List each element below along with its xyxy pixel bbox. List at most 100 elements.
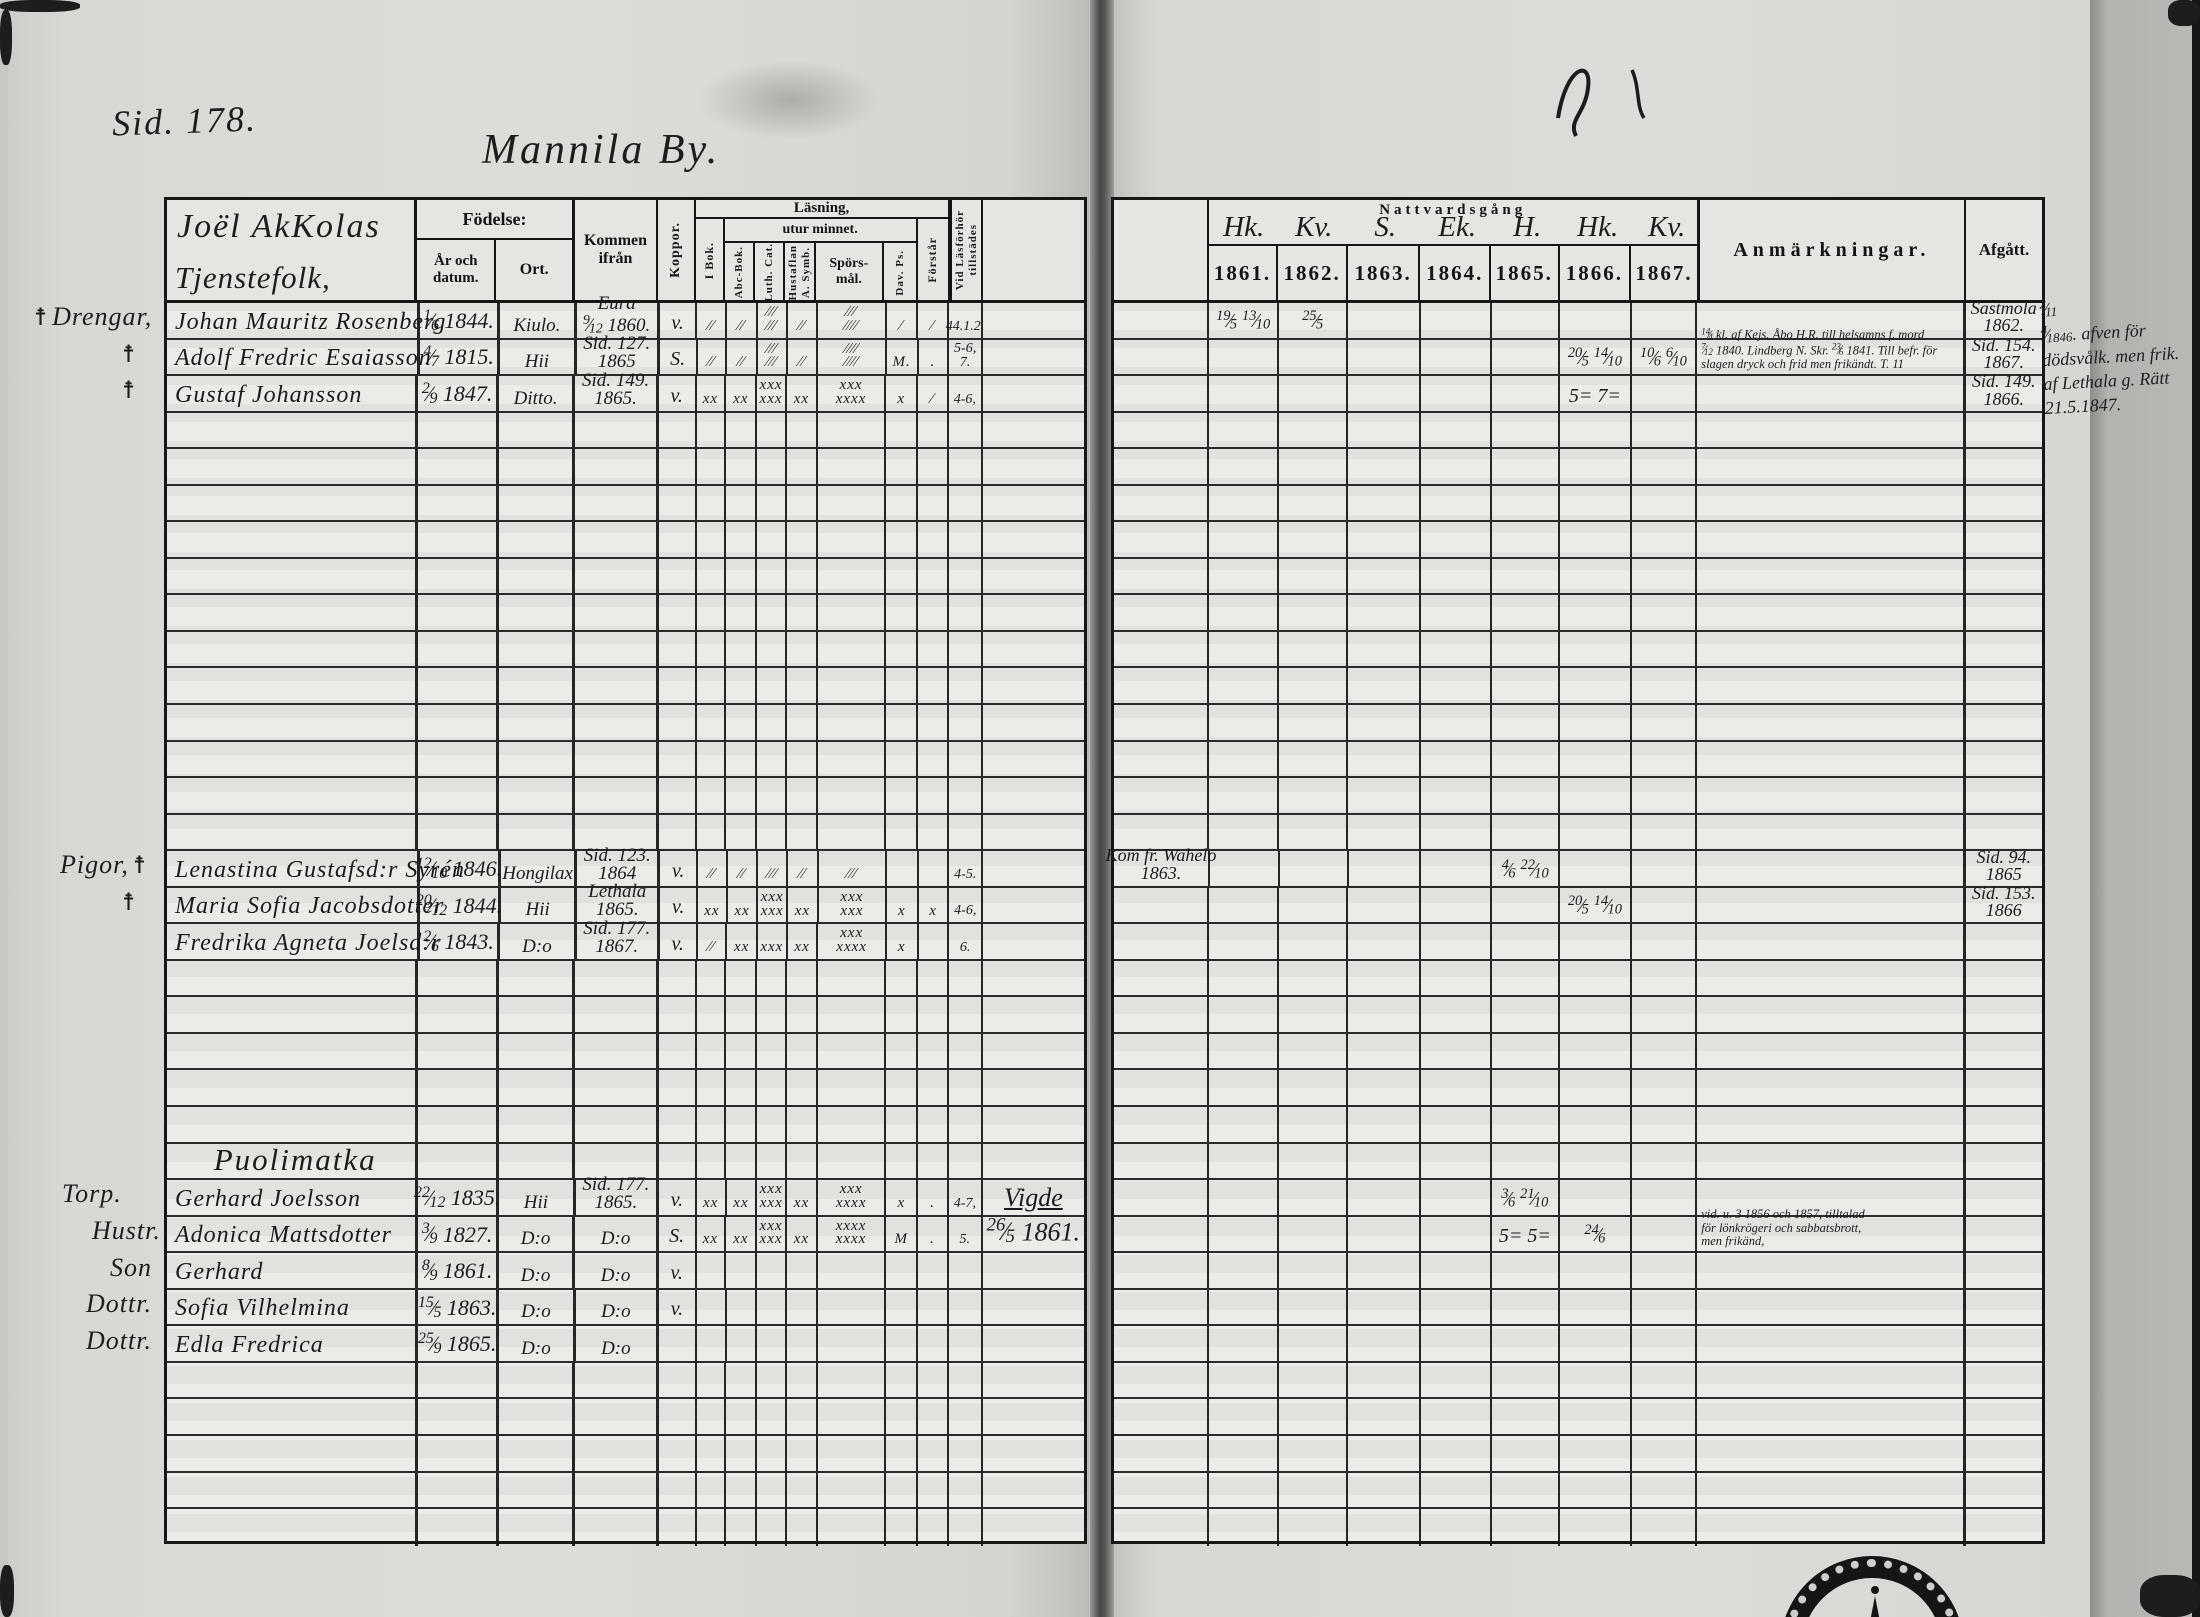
cell-spors	[818, 1033, 887, 1069]
cell-kommen: D:o	[575, 1216, 659, 1252]
scan-artifact	[2168, 0, 2200, 26]
cell-abc	[726, 778, 758, 813]
table-row: Lenastina Gustafsd:r Syrén 12⁄10 1846. Hon…	[167, 846, 1084, 888]
cell-y1865	[1492, 778, 1561, 813]
cell-dav	[886, 1399, 919, 1434]
cell-y1865	[1492, 814, 1561, 850]
cell-afgatt	[1966, 1107, 2042, 1142]
col-header-notes	[1114, 200, 1209, 300]
cell-y1862	[1279, 668, 1349, 704]
cell-dav	[886, 1143, 919, 1179]
cell-ibok: xx	[697, 1216, 727, 1252]
cell-ort	[499, 412, 576, 448]
cell-abc	[726, 558, 758, 594]
cell-name: Adonica Mattsdotter	[167, 1216, 419, 1252]
cell-forstar	[918, 1362, 949, 1398]
cell-koppor	[659, 485, 697, 521]
cell-vid: 4-5.	[949, 851, 984, 886]
cell-anm	[1697, 851, 1966, 886]
cell-spors	[818, 1509, 887, 1546]
table-row	[167, 558, 1084, 596]
right-table-body: 19⁄5 13⁄10 25⁄5 Sastmola 1862. 20⁄5 14⁄10 10⁄…	[1106, 299, 2042, 1546]
cell-anm	[1697, 924, 1966, 959]
cell-ort	[499, 1435, 576, 1471]
cell-y1862	[1279, 522, 1349, 557]
cell-koppor	[659, 558, 697, 594]
cell-y1866	[1560, 1070, 1632, 1106]
cell-y1863	[1348, 303, 1421, 338]
cell-c0	[1114, 1435, 1210, 1471]
cell-forstar	[918, 814, 949, 850]
cell-ibok	[697, 522, 727, 557]
cell-name	[167, 741, 419, 777]
cell-name	[167, 631, 419, 667]
cell-kommen: Eura 9⁄12 1860.	[577, 294, 660, 338]
cell-asymb	[787, 1107, 818, 1142]
cell-y1866	[1560, 1253, 1632, 1288]
cell-last: 26⁄5 1861.	[986, 1214, 1081, 1248]
cell-y1862	[1279, 814, 1349, 850]
cell-anm	[1697, 558, 1966, 594]
cell-y1865	[1492, 1326, 1561, 1361]
cell-ort	[499, 705, 576, 740]
cell-ibok	[697, 1509, 727, 1546]
cell-koppor: v.	[659, 1289, 697, 1325]
cell-abc	[726, 595, 758, 630]
table-row	[167, 1399, 1084, 1436]
col-header-afgatt: Afgått.	[1978, 240, 2030, 259]
cell-y1866	[1560, 960, 1632, 996]
right-margin-note: 2⁄11 4⁄1846. afven för dödsvålk. men frik.…	[2039, 288, 2200, 420]
cell-y1862	[1279, 960, 1349, 996]
cell-kommen	[575, 778, 659, 813]
table-row	[167, 595, 1084, 632]
cell-y1864	[1421, 1289, 1492, 1325]
cell-y1861	[1209, 705, 1279, 740]
cell-asymb	[787, 960, 818, 996]
cell-spors	[818, 960, 887, 996]
cell-y1862	[1279, 1472, 1349, 1508]
cell-c0	[1114, 1289, 1210, 1325]
cell-dav	[886, 1253, 919, 1288]
communion-letter: Hk.	[1223, 211, 1265, 243]
cell-y1867	[1632, 887, 1698, 923]
cell-vid: 4-7,	[949, 1180, 983, 1215]
utur-minnet-label: utur minnet.	[724, 219, 916, 243]
cell-c0	[1114, 1253, 1210, 1288]
cell-luth	[757, 1143, 787, 1179]
cell-last	[983, 888, 1084, 923]
table-row: Kom fr. Wahelo 1863. 4⁄6 22⁄10 Sid. 94. 1865	[1106, 846, 2042, 888]
cell-y1867	[1632, 376, 1698, 411]
cell-abc: xx	[726, 1216, 758, 1252]
cell-anm	[1697, 960, 1966, 996]
cell-vid: 44.1.2.	[946, 303, 984, 338]
cell-y1861	[1209, 1472, 1279, 1508]
communion-letter: Hk.	[1577, 211, 1619, 243]
cell-anm	[1697, 1326, 1966, 1361]
cell-y1865	[1492, 997, 1561, 1032]
cell-forstar: ∕	[918, 376, 949, 411]
cell-forstar	[918, 1070, 949, 1106]
cell-ort	[499, 449, 576, 484]
cross-icon: ☨	[118, 887, 140, 917]
cell-date	[418, 1033, 499, 1069]
cell-spors	[818, 1070, 887, 1106]
cell-date: 12⁄10 1846.	[416, 851, 502, 886]
cell-name: Sofia Vilhelmina	[167, 1289, 419, 1325]
cell-forstar	[918, 412, 949, 448]
cell-anm	[1697, 1253, 1966, 1288]
cell-y1867	[1632, 631, 1698, 667]
cell-y1864	[1421, 1326, 1492, 1361]
col-group-nattvardsgang: Nattvardsgång Hk. Kv. S. Ek. H. Hk. Kv. 1861. 1…	[1208, 200, 1700, 300]
cell-y1866	[1560, 705, 1632, 740]
cell-dav	[886, 960, 919, 996]
communion-hand-letters: Hk. Kv. S. Ek. H. Hk. Kv.	[1209, 213, 1697, 244]
table-row	[167, 1107, 1084, 1144]
cell-vid	[949, 1472, 983, 1508]
communion-letter: Kv.	[1295, 211, 1333, 243]
cell-koppor	[659, 1472, 697, 1508]
cell-c0	[1114, 705, 1210, 740]
cell-luth	[757, 1472, 787, 1508]
cell-y1863	[1348, 1033, 1421, 1069]
cell-y1866: 20⁄5 14⁄10	[1560, 339, 1632, 375]
communion-letter: Ek.	[1438, 211, 1477, 243]
